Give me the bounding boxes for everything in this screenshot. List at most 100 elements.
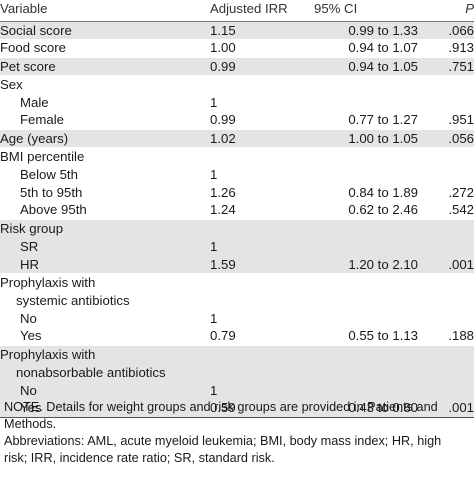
row-irr: 0.79	[210, 328, 236, 344]
table-row: 5th to 95th 1.26 0.84 to 1.89 .272	[0, 183, 474, 201]
row-irr: 1	[210, 310, 218, 326]
row-p: .188	[448, 328, 474, 344]
row-irr	[210, 273, 314, 291]
row-label: SR	[0, 237, 210, 255]
row-p	[418, 291, 474, 309]
table-row: Below 5th 1	[0, 165, 474, 183]
row-label: Food score	[0, 40, 66, 56]
row-p	[418, 237, 474, 255]
row-ci: 0.94 to 1.05	[314, 56, 418, 75]
row-label: systemic antibiotics	[16, 292, 130, 308]
row-irr: 1	[210, 237, 314, 255]
row-label: Prophylaxis with	[0, 344, 210, 363]
row-ci: 0.84 to 1.89	[348, 184, 418, 200]
note-line: Methods.	[4, 417, 57, 431]
header-row: Variable Adjusted IRR 95% CI P	[0, 0, 474, 22]
table-row: Above 95th 1.24 0.62 to 2.46 .542	[0, 201, 474, 219]
row-label: HR	[0, 255, 210, 273]
note-line: Abbreviations: AML, acute myeloid leukem…	[4, 434, 442, 448]
row-irr	[210, 75, 314, 93]
row-irr	[210, 291, 314, 309]
table-row: Prophylaxis with	[0, 273, 474, 291]
row-irr: 1.59	[210, 255, 314, 273]
note-line: NOTE. Details for weight groups and risk…	[4, 400, 438, 414]
row-p: .951	[448, 112, 474, 128]
row-irr	[210, 218, 314, 237]
row-ci	[314, 309, 418, 327]
row-label: Above 95th	[20, 202, 87, 218]
row-p	[418, 218, 474, 237]
row-irr: 1.26	[210, 184, 236, 200]
row-p	[418, 381, 474, 399]
row-irr: 1.02	[210, 128, 314, 147]
row-ci: 0.62 to 2.46	[348, 202, 418, 218]
table-row: Age (years) 1.02 1.00 to 1.05.056	[0, 128, 474, 147]
row-p	[418, 309, 474, 327]
row-ci: 0.43 to 0.80	[314, 399, 418, 418]
row-irr	[210, 147, 314, 165]
row-ci	[314, 291, 418, 309]
row-irr: 1	[210, 94, 218, 110]
row-label: Sex	[0, 76, 23, 92]
row-p: .001	[418, 255, 474, 273]
row-p	[418, 147, 474, 165]
table-row: BMI percentile	[0, 147, 474, 165]
table-row: Yes 0.59 0.43 to 0.80.001	[0, 399, 474, 418]
row-irr: 0.59	[210, 399, 314, 418]
row-ci	[314, 93, 418, 111]
row-label: Pet score	[0, 56, 210, 75]
row-irr: 0.99	[210, 56, 314, 75]
row-p	[418, 93, 474, 111]
row-ci	[314, 237, 418, 255]
row-ci: 0.55 to 1.13	[348, 328, 418, 344]
row-label: nonabsorbable antibiotics	[0, 363, 210, 381]
row-ci	[314, 75, 418, 93]
row-irr: 1	[210, 381, 314, 399]
row-label: No	[0, 381, 210, 399]
row-irr: 1.24	[210, 202, 236, 218]
table-notes: NOTE. Details for weight groups and risk…	[4, 399, 474, 467]
row-p	[418, 75, 474, 93]
table-row: SR 1	[0, 237, 474, 255]
row-label: Social score	[0, 21, 210, 39]
row-label: Age (years)	[0, 128, 210, 147]
table-row: Female 0.99 0.77 to 1.27 .951	[0, 111, 474, 129]
table-row: HR 1.59 1.20 to 2.10.001	[0, 255, 474, 273]
table-row: No 1	[0, 381, 474, 399]
row-label: Risk group	[0, 218, 210, 237]
row-ci: 0.99 to 1.33	[314, 21, 418, 39]
row-p	[418, 273, 474, 291]
row-label: Yes	[0, 399, 210, 418]
row-irr	[210, 363, 314, 381]
row-label: Yes	[20, 328, 42, 344]
row-p	[418, 363, 474, 381]
row-ci: 1.00 to 1.05	[314, 128, 418, 147]
header-variable: Variable	[0, 0, 210, 22]
table-row: Yes 0.79 0.55 to 1.13 .188	[0, 327, 474, 345]
row-p: .913	[448, 40, 474, 56]
table-row: Male 1	[0, 93, 474, 111]
row-p: .542	[448, 202, 474, 218]
table-row: Food score 1.00 0.94 to 1.07 .913	[0, 39, 474, 57]
row-label: BMI percentile	[0, 148, 85, 164]
row-label: 5th to 95th	[20, 184, 83, 200]
row-ci	[314, 381, 418, 399]
row-p	[418, 344, 474, 363]
header-p: P	[418, 0, 474, 22]
table-row: No 1	[0, 309, 474, 327]
row-label: Prophylaxis with	[0, 274, 96, 290]
row-p: .056	[418, 128, 474, 147]
row-irr: 0.99	[210, 112, 236, 128]
row-label: Male	[20, 94, 49, 110]
row-ci: 0.77 to 1.27	[348, 112, 418, 128]
row-irr: 1	[210, 166, 218, 182]
table-row: nonabsorbable antibiotics	[0, 363, 474, 381]
row-ci: 1.20 to 2.10	[314, 255, 418, 273]
table-row: Sex	[0, 75, 474, 93]
row-ci	[314, 147, 418, 165]
row-irr: 1.00	[210, 40, 236, 56]
table-row: Risk group	[0, 218, 474, 237]
row-irr: 1.15	[210, 21, 314, 39]
row-ci: 0.94 to 1.07	[348, 40, 418, 56]
row-irr	[210, 344, 314, 363]
